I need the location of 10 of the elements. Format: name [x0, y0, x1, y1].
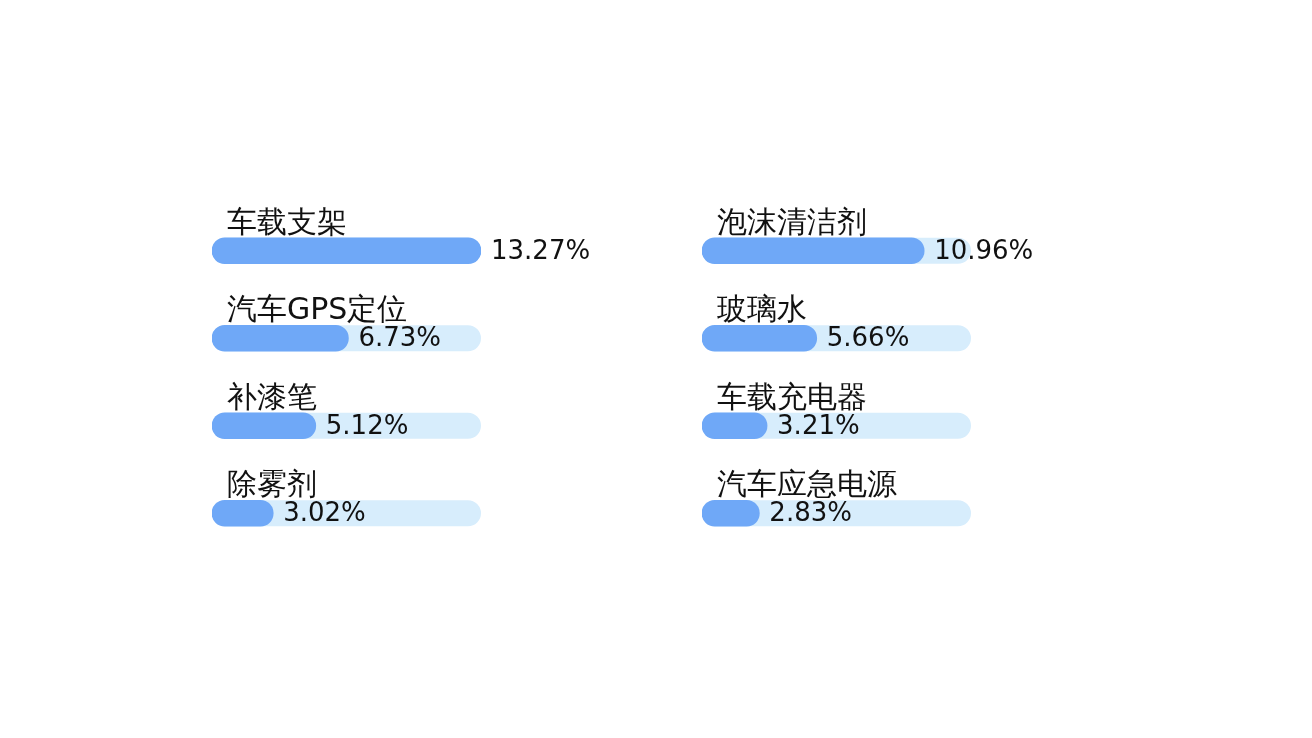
- data-label: 5.66%: [826, 322, 910, 352]
- data-label: 10.96%: [934, 234, 1034, 265]
- y-tick-label: 车载支架: [227, 203, 347, 239]
- y-tick-label: 车载充电器: [717, 378, 867, 414]
- data-label: 5.12%: [325, 409, 409, 440]
- y-tick-label: 玻璃水: [717, 291, 807, 327]
- y-tick-label: 补漆笔: [227, 378, 317, 414]
- y-tick-label: 泡沫清洁剂: [717, 203, 867, 239]
- data-label: 13.27%: [491, 234, 591, 265]
- y-tick-label: 除雾剂: [227, 466, 317, 502]
